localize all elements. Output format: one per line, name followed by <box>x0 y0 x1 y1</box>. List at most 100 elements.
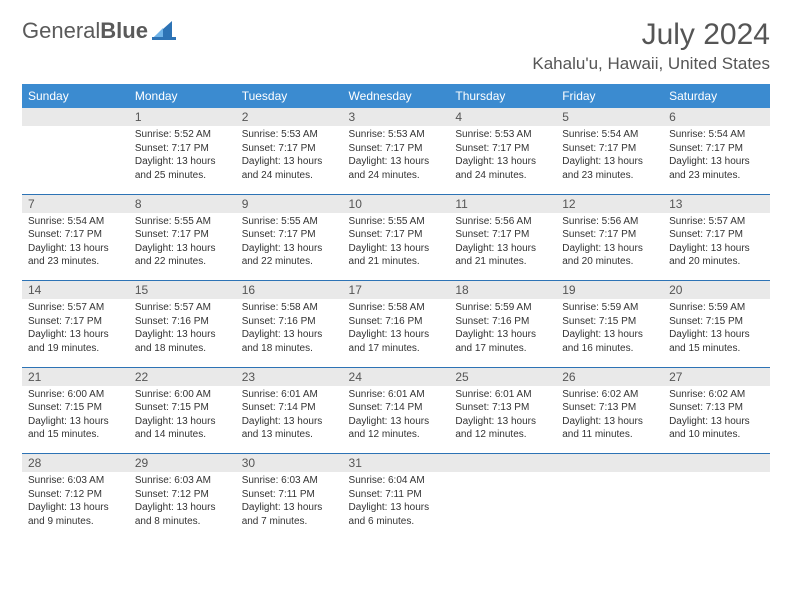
day-detail-cell: Sunrise: 5:59 AMSunset: 7:16 PMDaylight:… <box>449 299 556 367</box>
day-number-cell: 16 <box>236 281 343 299</box>
day-number-cell <box>449 454 556 472</box>
location-text: Kahalu'u, Hawaii, United States <box>532 54 770 74</box>
sunset-line: Sunset: 7:17 PM <box>455 142 550 156</box>
day-number-cell: 20 <box>663 281 770 299</box>
day-detail-cell: Sunrise: 5:57 AMSunset: 7:16 PMDaylight:… <box>129 299 236 367</box>
day-number-cell: 13 <box>663 195 770 213</box>
day-number-cell: 4 <box>449 108 556 126</box>
day-number-cell: 1 <box>129 108 236 126</box>
calendar-table: SundayMondayTuesdayWednesdayThursdayFrid… <box>22 84 770 540</box>
sunrise-line: Sunrise: 5:57 AM <box>28 301 123 315</box>
day-number-row: 123456 <box>22 108 770 126</box>
day-detail-cell <box>22 126 129 194</box>
sunrise-line: Sunrise: 6:00 AM <box>135 388 230 402</box>
day-number-row: 28293031 <box>22 454 770 472</box>
title-block: July 2024 Kahalu'u, Hawaii, United State… <box>532 18 770 74</box>
brand-sail-icon <box>152 19 178 44</box>
month-title: July 2024 <box>532 18 770 52</box>
day-number-cell <box>22 108 129 126</box>
day-number-cell: 22 <box>129 368 236 386</box>
sunset-line: Sunset: 7:17 PM <box>669 228 764 242</box>
daylight-line: Daylight: 13 hours and 17 minutes. <box>455 328 550 355</box>
daylight-line: Daylight: 13 hours and 15 minutes. <box>669 328 764 355</box>
day-detail-cell: Sunrise: 6:03 AMSunset: 7:12 PMDaylight:… <box>22 472 129 540</box>
sunrise-line: Sunrise: 5:58 AM <box>349 301 444 315</box>
sunrise-line: Sunrise: 6:03 AM <box>135 474 230 488</box>
sunset-line: Sunset: 7:15 PM <box>28 401 123 415</box>
day-number-cell: 21 <box>22 368 129 386</box>
day-detail-cell: Sunrise: 5:54 AMSunset: 7:17 PMDaylight:… <box>663 126 770 194</box>
sunrise-line: Sunrise: 5:53 AM <box>455 128 550 142</box>
brand-text: GeneralBlue <box>22 18 148 44</box>
day-detail-cell: Sunrise: 5:54 AMSunset: 7:17 PMDaylight:… <box>22 213 129 281</box>
day-detail-cell: Sunrise: 5:55 AMSunset: 7:17 PMDaylight:… <box>236 213 343 281</box>
day-detail-row: Sunrise: 5:57 AMSunset: 7:17 PMDaylight:… <box>22 299 770 367</box>
day-detail-cell: Sunrise: 6:00 AMSunset: 7:15 PMDaylight:… <box>22 386 129 454</box>
sunset-line: Sunset: 7:17 PM <box>242 142 337 156</box>
sunset-line: Sunset: 7:17 PM <box>349 228 444 242</box>
sunrise-line: Sunrise: 5:54 AM <box>28 215 123 229</box>
daylight-line: Daylight: 13 hours and 19 minutes. <box>28 328 123 355</box>
daylight-line: Daylight: 13 hours and 12 minutes. <box>349 415 444 442</box>
day-detail-cell: Sunrise: 6:01 AMSunset: 7:14 PMDaylight:… <box>343 386 450 454</box>
sunrise-line: Sunrise: 5:54 AM <box>669 128 764 142</box>
day-detail-cell: Sunrise: 5:56 AMSunset: 7:17 PMDaylight:… <box>449 213 556 281</box>
day-number-cell: 27 <box>663 368 770 386</box>
day-number-cell: 6 <box>663 108 770 126</box>
daylight-line: Daylight: 13 hours and 13 minutes. <box>242 415 337 442</box>
daylight-line: Daylight: 13 hours and 9 minutes. <box>28 501 123 528</box>
day-detail-cell: Sunrise: 5:57 AMSunset: 7:17 PMDaylight:… <box>663 213 770 281</box>
day-detail-cell <box>449 472 556 540</box>
daylight-line: Daylight: 13 hours and 7 minutes. <box>242 501 337 528</box>
sunset-line: Sunset: 7:12 PM <box>28 488 123 502</box>
day-of-week-row: SundayMondayTuesdayWednesdayThursdayFrid… <box>22 84 770 108</box>
day-of-week-header: Tuesday <box>236 84 343 108</box>
day-detail-cell: Sunrise: 5:59 AMSunset: 7:15 PMDaylight:… <box>663 299 770 367</box>
day-detail-cell <box>663 472 770 540</box>
day-detail-cell <box>556 472 663 540</box>
daylight-line: Daylight: 13 hours and 23 minutes. <box>669 155 764 182</box>
day-number-cell: 12 <box>556 195 663 213</box>
day-number-cell: 31 <box>343 454 450 472</box>
daylight-line: Daylight: 13 hours and 25 minutes. <box>135 155 230 182</box>
sunset-line: Sunset: 7:17 PM <box>349 142 444 156</box>
day-detail-row: Sunrise: 5:54 AMSunset: 7:17 PMDaylight:… <box>22 213 770 281</box>
day-number-cell: 9 <box>236 195 343 213</box>
day-detail-cell: Sunrise: 5:58 AMSunset: 7:16 PMDaylight:… <box>236 299 343 367</box>
sunset-line: Sunset: 7:11 PM <box>349 488 444 502</box>
daylight-line: Daylight: 13 hours and 20 minutes. <box>669 242 764 269</box>
day-detail-cell: Sunrise: 6:02 AMSunset: 7:13 PMDaylight:… <box>556 386 663 454</box>
day-number-cell: 29 <box>129 454 236 472</box>
day-number-cell: 7 <box>22 195 129 213</box>
sunset-line: Sunset: 7:15 PM <box>135 401 230 415</box>
daylight-line: Daylight: 13 hours and 22 minutes. <box>242 242 337 269</box>
sunset-line: Sunset: 7:16 PM <box>135 315 230 329</box>
sunset-line: Sunset: 7:16 PM <box>242 315 337 329</box>
sunset-line: Sunset: 7:17 PM <box>135 142 230 156</box>
day-number-cell: 3 <box>343 108 450 126</box>
day-number-cell: 5 <box>556 108 663 126</box>
day-number-cell: 17 <box>343 281 450 299</box>
day-detail-cell: Sunrise: 5:53 AMSunset: 7:17 PMDaylight:… <box>449 126 556 194</box>
daylight-line: Daylight: 13 hours and 24 minutes. <box>455 155 550 182</box>
day-detail-cell: Sunrise: 6:02 AMSunset: 7:13 PMDaylight:… <box>663 386 770 454</box>
day-number-row: 78910111213 <box>22 195 770 213</box>
daylight-line: Daylight: 13 hours and 22 minutes. <box>135 242 230 269</box>
day-number-cell: 10 <box>343 195 450 213</box>
sunset-line: Sunset: 7:12 PM <box>135 488 230 502</box>
day-detail-cell: Sunrise: 6:01 AMSunset: 7:13 PMDaylight:… <box>449 386 556 454</box>
daylight-line: Daylight: 13 hours and 14 minutes. <box>135 415 230 442</box>
day-number-cell: 30 <box>236 454 343 472</box>
day-number-cell: 24 <box>343 368 450 386</box>
sunset-line: Sunset: 7:17 PM <box>669 142 764 156</box>
day-number-cell: 15 <box>129 281 236 299</box>
daylight-line: Daylight: 13 hours and 8 minutes. <box>135 501 230 528</box>
sunrise-line: Sunrise: 5:58 AM <box>242 301 337 315</box>
sunset-line: Sunset: 7:17 PM <box>28 228 123 242</box>
sunrise-line: Sunrise: 6:01 AM <box>455 388 550 402</box>
day-detail-row: Sunrise: 6:00 AMSunset: 7:15 PMDaylight:… <box>22 386 770 454</box>
sunrise-line: Sunrise: 5:56 AM <box>562 215 657 229</box>
day-of-week-header: Sunday <box>22 84 129 108</box>
day-number-cell: 26 <box>556 368 663 386</box>
sunset-line: Sunset: 7:17 PM <box>28 315 123 329</box>
